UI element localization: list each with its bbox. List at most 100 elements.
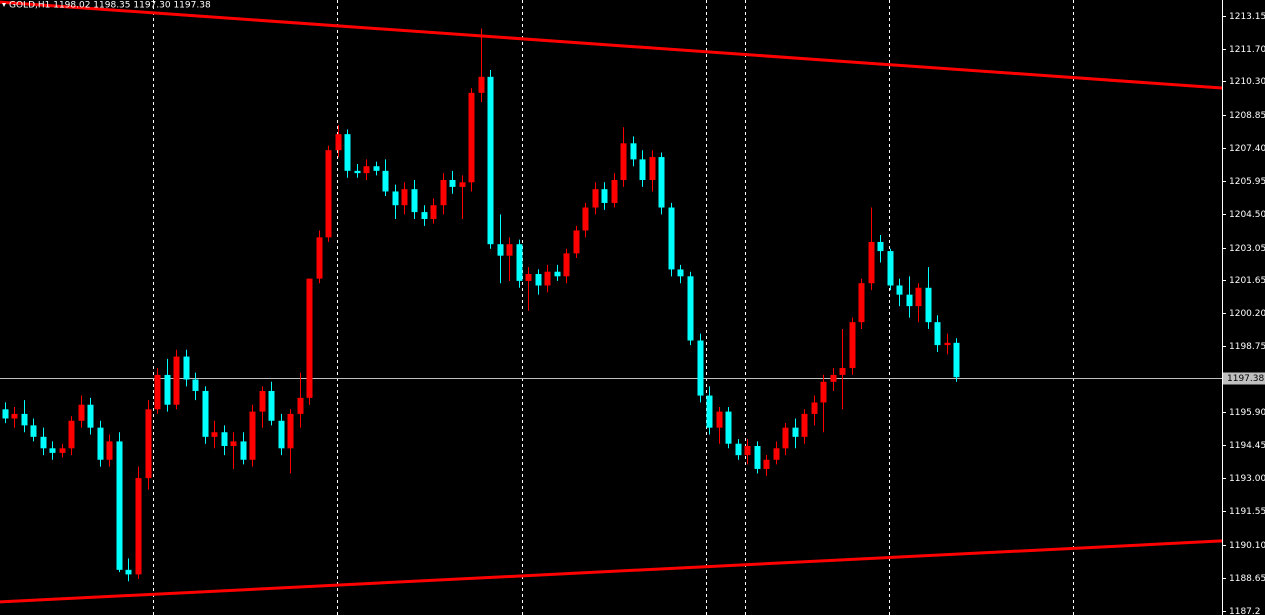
trendline [0,539,1223,604]
candle-body [135,478,142,575]
candle-body [49,448,56,453]
candle-body [554,271,561,277]
candle-body [839,368,846,375]
trendline [0,0,1223,90]
candle-body [78,404,85,421]
candle-body [278,420,285,449]
candle-body [697,340,704,396]
candle-body [249,411,256,460]
candle-body [620,143,627,181]
candle-body [782,427,789,449]
candle-body [725,411,732,444]
y-tick-label: 1203.05 [1229,244,1265,254]
candle-body [173,356,180,405]
candle-body [164,374,171,405]
candle-body [639,159,646,181]
y-tick-label: 1204.50 [1229,210,1265,220]
candle-body [658,157,665,208]
candle-body [30,425,37,437]
candle-body [373,166,380,171]
candle-body [287,413,294,449]
candle-body [11,413,18,419]
y-tick-label: 1195.90 [1229,408,1265,418]
candle-body [240,441,247,460]
candle-body [811,402,818,414]
candle-body [611,180,618,203]
y-tick-label: 1188.65 [1229,574,1265,584]
candle-body [535,274,542,286]
candle-body [744,446,751,456]
candle-body [906,294,913,307]
y-tick-label: 1205.95 [1229,177,1265,187]
candle-body [877,241,884,252]
candle-body [516,244,523,281]
y-tick-label: 1207.40 [1229,144,1265,154]
candle-body [382,170,389,192]
candle-body [953,342,960,378]
candle-body [297,397,304,414]
candle-body [87,404,94,428]
candle-body [735,443,742,456]
candle-body [154,374,161,410]
last-price-label: 1197.38 [1227,374,1264,384]
candle-body [59,448,66,453]
candle-body [211,432,218,437]
candle-body [497,244,504,256]
y-tick-label: 1191.55 [1229,507,1265,517]
candle-body [649,157,656,181]
y-tick-label: 1194.45 [1229,441,1265,451]
candle-body [668,207,675,270]
candle-body [887,251,894,286]
candle-body [392,191,399,206]
candle-body [792,427,799,437]
candle-body [716,411,723,428]
candle-body [125,569,132,575]
candle-body [116,441,123,570]
candle-body [868,241,875,284]
candle-body [830,374,837,382]
candle-body [335,134,342,151]
candle-body [468,92,475,183]
candle-body [944,342,951,346]
chart-icon [2,3,6,7]
candle-body [858,283,865,323]
candle-body [316,237,323,279]
candle-body [630,143,637,160]
candle-body [363,166,370,174]
candle-body [763,459,770,469]
candle-body [915,287,922,307]
candle-body [40,436,47,449]
candle-body [582,207,589,231]
candle-body [106,441,113,460]
plot-area [0,0,1223,615]
y-tick-label: 1201.65 [1229,276,1265,286]
y-tick-label: 1193.00 [1229,474,1265,484]
candle-body [849,322,856,369]
candle-body [925,287,932,323]
candle-body [401,189,408,206]
candle-body [259,390,266,412]
y-tick-label: 1187.2 [1229,607,1261,615]
candle-body [487,76,494,245]
candle-body [68,420,75,449]
candle-body [544,271,551,286]
candle-body [506,244,513,256]
candle-body [687,276,694,341]
y-tick-label: 1213.15 [1229,12,1265,22]
y-tick-label: 1200.20 [1229,309,1265,319]
candle-body [934,322,941,346]
candle-body [411,189,418,213]
y-tick-label: 1208.85 [1229,111,1265,121]
candle-body [440,180,447,206]
candle-body [449,180,456,187]
candle-body [478,76,485,93]
candle-body [592,189,599,208]
candle-body [421,212,428,219]
candle-body [344,134,351,171]
candle-body [573,230,580,254]
candle-body [677,269,684,277]
candle-body [183,356,190,380]
candle-body [2,409,9,419]
